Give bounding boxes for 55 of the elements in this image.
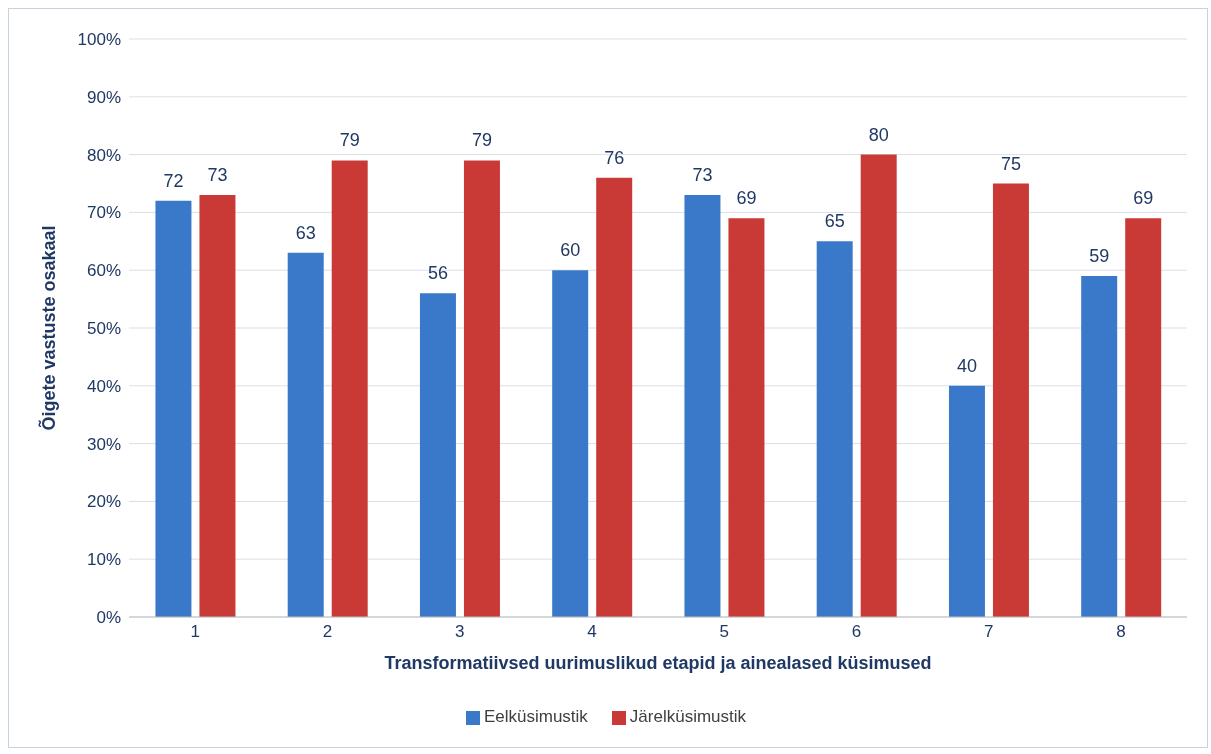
x-tick-label: 2 (322, 622, 333, 642)
y-tick-label: 0% (96, 608, 121, 628)
data-label: 59 (1089, 245, 1110, 266)
x-tick-label: 1 (190, 622, 200, 642)
bar (463, 160, 500, 617)
y-tick-label: 80% (86, 145, 121, 165)
y-tick-label: 40% (86, 376, 121, 396)
data-label: 69 (1133, 188, 1154, 209)
legend-label: Eelküsimustik (483, 707, 588, 726)
bar (684, 195, 721, 617)
bar (596, 177, 633, 617)
y-tick-label: 30% (86, 434, 121, 454)
data-label: 73 (207, 165, 228, 186)
bar (552, 270, 589, 617)
x-axis-title: Transformatiivsed uurimuslikud etapid ja ainealased küsimused (384, 653, 932, 673)
bar (816, 241, 853, 617)
bar (860, 154, 897, 617)
bar (199, 195, 236, 617)
y-tick-label: 20% (86, 492, 121, 512)
y-tick-label: 100% (77, 30, 121, 50)
data-label: 63 (295, 222, 316, 243)
bar (728, 218, 765, 617)
data-label: 80 (868, 124, 889, 145)
data-label: 56 (427, 263, 448, 284)
x-tick-label: 7 (983, 622, 994, 642)
x-tick-label: 3 (454, 622, 465, 642)
y-tick-label: 10% (86, 550, 121, 570)
x-tick-label: 5 (719, 622, 729, 642)
bar (1081, 275, 1118, 617)
data-label: 73 (692, 165, 713, 186)
y-axis-title: Õigete vastuste osakaal (38, 225, 60, 431)
bar (287, 252, 324, 617)
bar (155, 200, 192, 617)
y-tick-label: 60% (86, 261, 121, 281)
bar (1125, 218, 1162, 617)
data-label: 72 (163, 170, 184, 191)
data-label: 76 (604, 147, 625, 168)
x-tick-label: 8 (1116, 622, 1126, 642)
data-label: 60 (560, 240, 581, 261)
bar (331, 160, 368, 617)
data-label: 65 (824, 211, 845, 232)
data-label: 40 (956, 355, 977, 376)
y-tick-label: 50% (86, 319, 121, 339)
y-tick-label: 70% (86, 203, 121, 223)
legend-label: Järelküsimustik (629, 707, 747, 726)
bar (992, 183, 1029, 617)
data-label: 79 (339, 130, 360, 151)
bar (948, 385, 985, 617)
data-label: 69 (736, 188, 757, 209)
x-tick-label: 4 (587, 622, 597, 642)
x-tick-label: 6 (851, 622, 862, 642)
bar (419, 293, 456, 617)
data-label: 75 (1000, 153, 1021, 174)
y-tick-label: 90% (86, 87, 121, 107)
data-label: 79 (471, 130, 492, 151)
